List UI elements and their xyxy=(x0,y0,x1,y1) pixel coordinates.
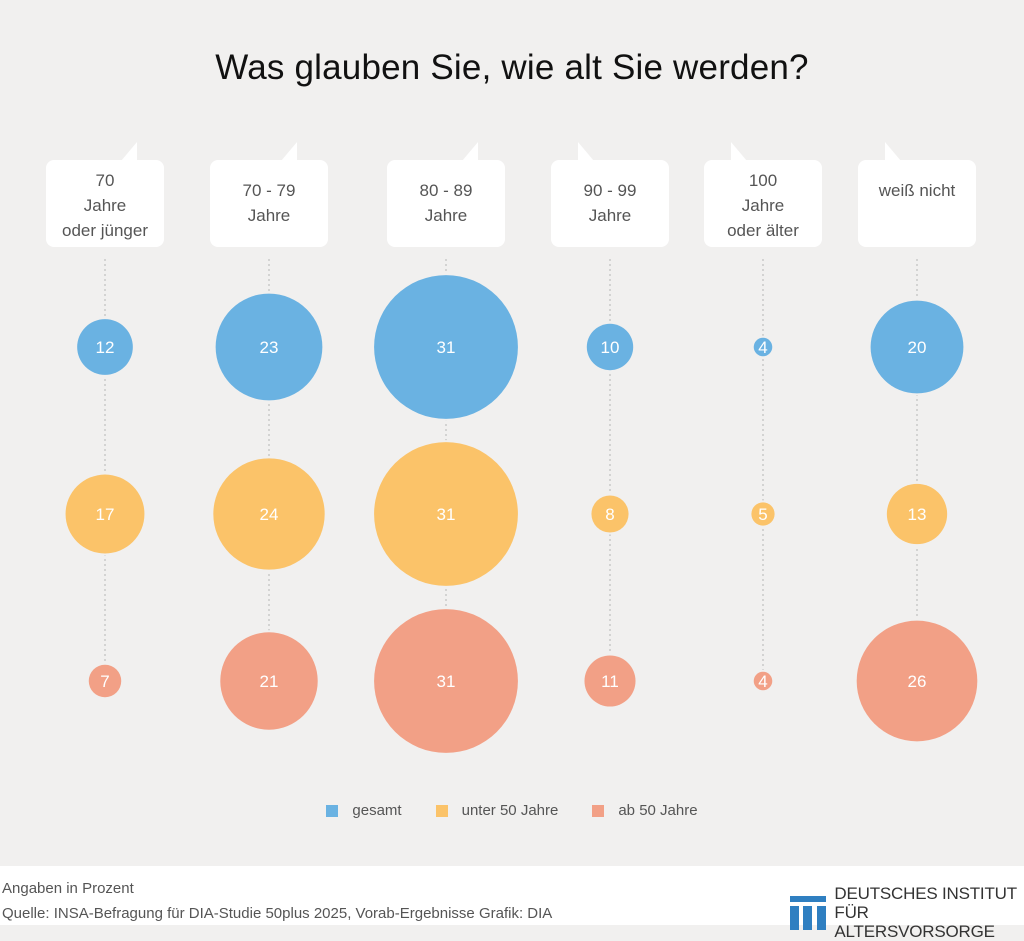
category-label-line: 70 xyxy=(96,171,115,190)
bubble-value-label: 24 xyxy=(260,505,279,524)
dia-logo-icon xyxy=(790,895,826,930)
legend-swatch-unter-50 xyxy=(435,804,448,817)
bubble-chart: 70 Jahre oder jünger 70 - 79 Jahre 80 - 89 Jah… xyxy=(46,142,980,755)
bubble-value-label: 20 xyxy=(908,338,927,357)
label-box xyxy=(704,160,822,247)
bubble-value-label: 4 xyxy=(758,338,767,357)
bubble-gesamt xyxy=(870,300,964,394)
legend-swatch-ab-50 xyxy=(592,804,605,817)
label-box xyxy=(210,160,328,247)
category-label-box: 70 Jahre oder jünger xyxy=(46,142,164,247)
chart-title: Was glauben Sie, wie alt Sie werden? xyxy=(215,48,809,87)
bubble-value-label: 31 xyxy=(437,338,456,357)
category-label-line: Jahre xyxy=(248,206,291,225)
legend-item-unter-50: unter 50 Jahre xyxy=(435,802,559,819)
bubble-value-label: 5 xyxy=(758,505,767,524)
bubble-value-label: 17 xyxy=(96,505,115,524)
legend-label: ab 50 Jahre xyxy=(618,802,698,819)
category-label-box: 100 Jahre oder älter xyxy=(704,142,822,247)
bubble-value-label: 31 xyxy=(437,505,456,524)
category-label-line: 70 - 79 xyxy=(243,181,296,200)
footnote-unit: Angaben in Prozent xyxy=(2,880,134,897)
legend-item-gesamt: gesamt xyxy=(326,802,402,819)
legend-item-ab-50: ab 50 Jahre xyxy=(592,802,698,819)
bubble-value-label: 23 xyxy=(260,338,279,357)
label-box xyxy=(858,160,976,247)
bubble-ab-50-Jahre xyxy=(88,664,122,698)
bubble-ab-50-Jahre xyxy=(220,632,318,730)
bubble-value-label: 7 xyxy=(100,672,109,691)
dia-logo: DEUTSCHES INSTITUT FÜR ALTERSVORSORGE xyxy=(790,884,1024,941)
bubble-value-label: 4 xyxy=(758,672,767,691)
category-label-line: oder älter xyxy=(727,221,799,240)
bubble-value-label: 13 xyxy=(908,505,927,524)
category-label-line: 90 - 99 xyxy=(584,181,637,200)
bubble-value-label: 10 xyxy=(601,338,620,357)
bubble-unter-50-Jahre xyxy=(591,495,629,533)
category-label-line: Jahre xyxy=(742,196,785,215)
legend-swatch-gesamt xyxy=(326,804,339,817)
legend-label: gesamt xyxy=(352,802,402,819)
bubble-unter-50-Jahre xyxy=(374,442,518,586)
label-box-tail xyxy=(731,142,747,161)
label-box xyxy=(46,160,164,247)
label-box-tail xyxy=(578,142,594,161)
bubble-ab-50-Jahre xyxy=(753,671,773,691)
bubble-value-label: 8 xyxy=(605,505,614,524)
bubble-value-label: 26 xyxy=(908,672,927,691)
dia-logo-text: DEUTSCHES INSTITUT FÜR ALTERSVORSORGE xyxy=(834,884,1024,941)
category-label-box: 90 - 99 Jahre xyxy=(551,142,669,247)
bubble-value-label: 11 xyxy=(601,672,619,691)
category-label-line: Jahre xyxy=(84,196,127,215)
bubble-gesamt xyxy=(374,275,518,419)
footnote-source: Quelle: INSA-Befragung für DIA-Studie 50… xyxy=(2,905,553,922)
bubble-unter-50-Jahre xyxy=(65,474,145,554)
bubble-unter-50-Jahre xyxy=(751,502,775,526)
bubble-ab-50-Jahre xyxy=(374,609,518,753)
category-label-line: 80 - 89 xyxy=(420,181,473,200)
bubble-gesamt xyxy=(753,337,773,357)
category-label-box: weiß nicht xyxy=(858,142,976,247)
legend-label: unter 50 Jahre xyxy=(461,802,559,819)
bubble-ab-50-Jahre xyxy=(584,655,636,707)
bubble-unter-50-Jahre xyxy=(886,483,948,545)
category-label-line: weiß nicht xyxy=(878,181,956,200)
category-label-box: 70 - 79 Jahre xyxy=(210,142,328,247)
label-box xyxy=(387,160,505,247)
label-box-tail xyxy=(281,142,297,161)
footer: Angaben in Prozent Quelle: INSA-Befragun… xyxy=(0,866,1024,941)
category-label-line: 100 xyxy=(749,171,777,190)
bubble-value-label: 12 xyxy=(96,338,115,357)
legend: gesamt unter 50 Jahre ab 50 Jahre xyxy=(0,802,1024,819)
label-box-tail xyxy=(121,142,137,161)
category-label-line: Jahre xyxy=(425,206,468,225)
label-box-tail xyxy=(462,142,478,161)
bubble-value-label: 31 xyxy=(437,672,456,691)
bubble-gesamt xyxy=(586,323,634,371)
category-label-line: oder jünger xyxy=(62,221,148,240)
bubble-ab-50-Jahre xyxy=(856,620,978,742)
logo-line-2: FÜR ALTERSVORSORGE xyxy=(834,903,995,941)
label-box xyxy=(551,160,669,247)
bubble-unter-50-Jahre xyxy=(213,458,325,570)
category-label-line: Jahre xyxy=(589,206,632,225)
bubble-gesamt xyxy=(77,319,133,375)
category-label-box: 80 - 89 Jahre xyxy=(387,142,505,247)
bubble-gesamt xyxy=(215,293,323,401)
logo-line-1: DEUTSCHES INSTITUT xyxy=(834,884,1017,903)
label-box-tail xyxy=(885,142,901,161)
bubble-value-label: 21 xyxy=(260,672,279,691)
